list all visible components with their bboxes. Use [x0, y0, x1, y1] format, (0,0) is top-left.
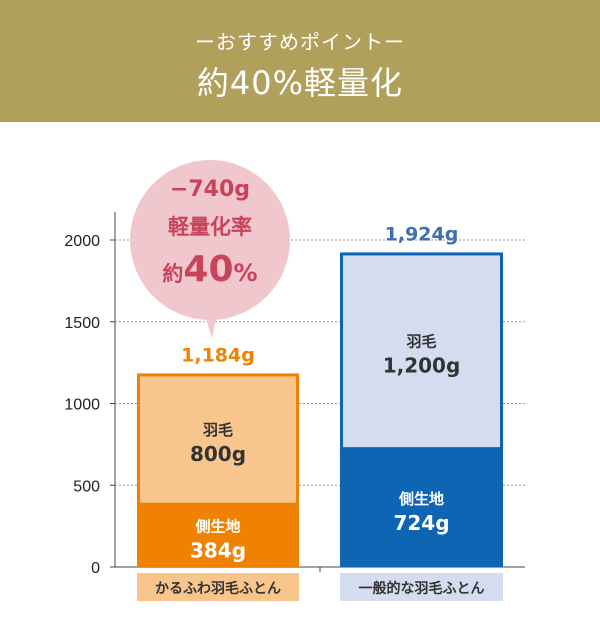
y-tick-label: 2000 — [64, 233, 100, 250]
bar-segment-side-fabric — [340, 448, 503, 567]
annotation-rate: 約40% — [162, 249, 257, 290]
bar-segment-down — [137, 373, 299, 506]
header-banner: ーおすすめポイントー 約40%軽量化 — [0, 0, 600, 122]
bar-segment-down — [340, 252, 503, 451]
weight-comparison-chart: 0 500 1000 1500 2000 羽毛 800g 側生地 384g 1,184g 羽毛 1,… — [64, 160, 525, 601]
segment-value-label: 384g — [190, 539, 246, 563]
bar-segment-side-fabric — [137, 504, 299, 567]
bar-total-label: 1,184g — [181, 344, 255, 366]
category-label-bg — [137, 573, 299, 601]
category-label: 一般的な羽毛ふとん — [359, 580, 485, 597]
annotation-rate-unit: % — [234, 259, 258, 287]
segment-value-label: 724g — [393, 511, 449, 535]
header-title: 約40%軽量化 — [196, 64, 404, 102]
segment-value-label: 800g — [190, 442, 246, 466]
annotation-bubble-pointer — [200, 300, 220, 338]
y-tick-label: 500 — [73, 478, 100, 495]
annotation-label: 軽量化率 — [168, 215, 252, 239]
segment-name-label: 側生地 — [398, 490, 444, 508]
segment-name-label: 羽毛 — [406, 333, 436, 351]
segment-value-label: 1,200g — [383, 354, 461, 378]
y-tick-label: 1000 — [64, 397, 100, 414]
segment-name-label: 側生地 — [194, 518, 240, 536]
bar-total-label: 1,924g — [385, 223, 459, 245]
segment-name-label: 羽毛 — [203, 421, 233, 439]
category-label-bg — [340, 573, 503, 601]
annotation-bubble — [130, 160, 290, 320]
annotation-diff: −740g — [170, 177, 250, 202]
y-tick-label: 0 — [91, 560, 100, 577]
header-subtitle: ーおすすめポイントー — [195, 30, 405, 54]
category-label: かるふわ羽毛ふとん — [155, 580, 281, 597]
annotation-rate-prefix: 約 — [162, 262, 183, 286]
annotation-rate-value: 40 — [183, 249, 233, 290]
y-tick-label: 1500 — [64, 315, 100, 332]
